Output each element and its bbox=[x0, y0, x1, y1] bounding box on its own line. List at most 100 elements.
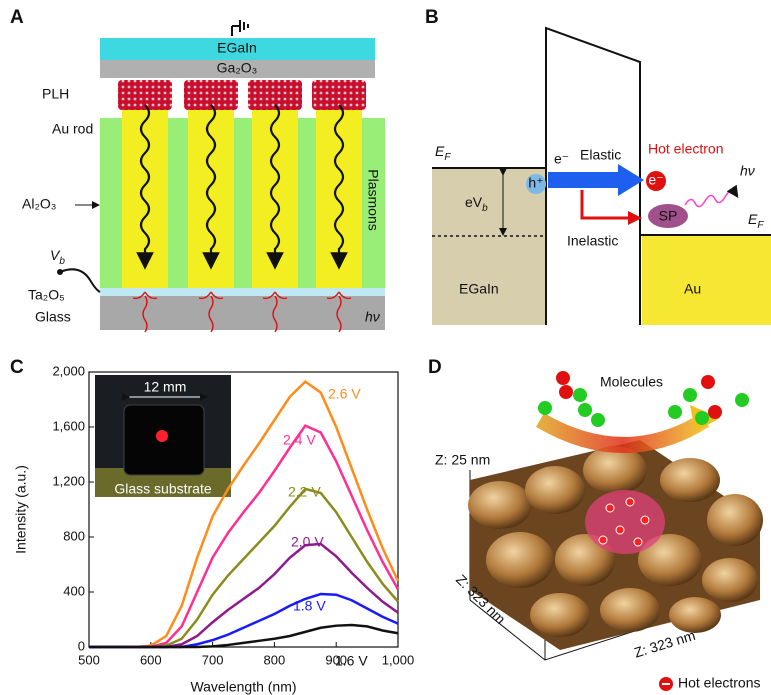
atom bbox=[668, 405, 682, 419]
grain bbox=[525, 466, 585, 514]
photon-label: hν bbox=[365, 309, 380, 325]
x-tick-label: 500 bbox=[78, 652, 100, 667]
y-tick-label: 400 bbox=[63, 583, 85, 598]
atom bbox=[591, 413, 605, 427]
text-sub: F bbox=[444, 152, 451, 163]
text-sub: b bbox=[482, 203, 488, 214]
grain bbox=[702, 558, 758, 602]
atom bbox=[559, 385, 573, 399]
atom bbox=[708, 405, 722, 419]
dot bbox=[634, 538, 642, 546]
series-label: 1.8 V bbox=[293, 598, 326, 614]
au-band bbox=[642, 235, 771, 325]
layer-label: EGaIn bbox=[217, 40, 257, 56]
grain bbox=[583, 446, 647, 494]
region-label: EGaIn bbox=[459, 281, 499, 297]
atom bbox=[701, 375, 715, 389]
layer-label: Glass bbox=[35, 309, 71, 325]
layer-label: Au rod bbox=[52, 121, 93, 137]
y-tick-label: 0 bbox=[78, 638, 85, 653]
x-tick-label: 1,000 bbox=[382, 652, 415, 667]
atom bbox=[683, 388, 697, 402]
y-tick-label: 1,200 bbox=[52, 473, 85, 488]
wire bbox=[60, 269, 100, 292]
inelastic-label: Inelastic bbox=[567, 233, 618, 249]
text-sub: F bbox=[757, 220, 764, 231]
grain bbox=[468, 481, 532, 529]
grain bbox=[600, 588, 660, 632]
series-label: 2.6 V bbox=[328, 386, 361, 402]
layer-label: Plasmons bbox=[365, 169, 381, 230]
y-tick-label: 800 bbox=[63, 528, 85, 543]
ground-symbol bbox=[232, 20, 248, 36]
grain bbox=[660, 458, 720, 502]
molecules-label: Molecules bbox=[600, 374, 663, 390]
panel-label: A bbox=[10, 7, 24, 28]
photon-label: hν bbox=[740, 163, 755, 179]
panel-d: D bbox=[428, 357, 763, 691]
dot bbox=[626, 498, 634, 506]
terminal bbox=[57, 269, 63, 275]
x-tick-label: 700 bbox=[202, 652, 224, 667]
page: {"panels": { "a": {"label": "A", "egain"… bbox=[0, 0, 771, 695]
y-axis-label: Intensity (a.u.) bbox=[13, 465, 29, 554]
x-tick-label: 800 bbox=[264, 652, 286, 667]
photon-wave bbox=[685, 191, 735, 207]
elastic-arrow bbox=[548, 172, 620, 188]
dot bbox=[606, 504, 614, 512]
grain bbox=[486, 532, 554, 588]
voltage-label: Vb bbox=[50, 247, 65, 267]
electron-label: e⁻ bbox=[554, 151, 569, 167]
atom bbox=[573, 388, 587, 402]
hot-spot bbox=[585, 490, 665, 554]
hot-electron-symbol: e⁻ bbox=[648, 172, 663, 188]
dot bbox=[641, 516, 649, 524]
text-main: eV bbox=[465, 194, 483, 210]
panel-label: D bbox=[428, 357, 442, 378]
atom bbox=[538, 401, 552, 415]
layer-label: Ta₂O₅ bbox=[28, 287, 65, 303]
grain bbox=[707, 494, 763, 546]
panel-b: B EF e⁻ Elastic Hot electron e⁻ hν h⁺ eV… bbox=[425, 7, 771, 325]
grain bbox=[530, 593, 590, 637]
hole-symbol: h⁺ bbox=[528, 175, 543, 191]
panel-a: A EGaIn Ga₂O₃ PLH Au rod Al₂O₃ bbox=[10, 7, 385, 332]
layer-label: PLH bbox=[42, 86, 69, 102]
x-tick-label: 600 bbox=[140, 652, 162, 667]
inset-label: Glass substrate bbox=[114, 481, 211, 497]
egain-band bbox=[432, 168, 546, 325]
x-axis-label: Wavelength (nm) bbox=[190, 679, 296, 695]
scale-label: 12 mm bbox=[144, 379, 187, 395]
series-label: 2.4 V bbox=[283, 432, 316, 448]
figure: A EGaIn Ga₂O₃ PLH Au rod Al₂O₃ bbox=[0, 0, 771, 695]
atom bbox=[578, 403, 592, 417]
y-tick-label: 2,000 bbox=[52, 363, 85, 378]
region-label: Au bbox=[684, 281, 701, 297]
hot-electron-label: Hot electron bbox=[648, 141, 723, 157]
z-label: Z: 25 nm bbox=[435, 452, 490, 468]
atom bbox=[735, 393, 749, 407]
inelastic-arrow bbox=[582, 190, 630, 218]
fermi-label: EF bbox=[435, 143, 451, 163]
inset-emission bbox=[156, 430, 168, 442]
legend-label: Hot electrons bbox=[678, 675, 760, 691]
fermi-label: EF bbox=[748, 211, 764, 231]
dot bbox=[616, 526, 624, 534]
panel-label: B bbox=[425, 7, 439, 28]
front-label: Z: 323 nm bbox=[632, 627, 697, 661]
sp-label: SP bbox=[659, 208, 678, 224]
grain bbox=[669, 597, 721, 633]
y-tick-label: 1,600 bbox=[52, 418, 85, 433]
layer-label: Ga₂O₃ bbox=[217, 60, 258, 76]
panel-label: C bbox=[10, 357, 24, 378]
panel-c: C 12 mm Glass substrate 0 400 800 1,200 1,60… bbox=[10, 357, 414, 695]
atom bbox=[556, 371, 570, 385]
series-label: 2.0 V bbox=[291, 534, 324, 550]
elastic-label: Elastic bbox=[580, 147, 621, 163]
atom bbox=[695, 411, 709, 425]
layer-label: Al₂O₃ bbox=[22, 196, 56, 212]
series-label: 1.6 V bbox=[335, 653, 368, 669]
series-label: 2.2 V bbox=[288, 484, 321, 500]
text-sub: b bbox=[59, 256, 65, 267]
reaction-arc bbox=[540, 420, 705, 445]
